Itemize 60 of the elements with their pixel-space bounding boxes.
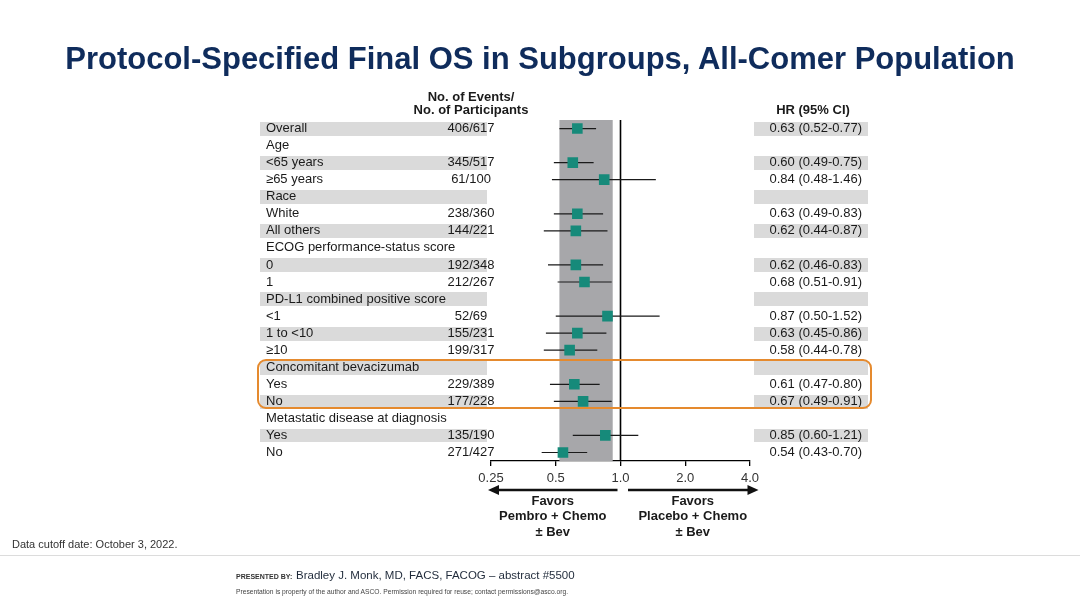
data-label: 0.63 (0.52-0.77) xyxy=(769,120,862,136)
y-tick-label: White xyxy=(266,205,300,221)
y2-tick-label: 238/360 xyxy=(447,205,495,221)
y-tick-label: Race xyxy=(266,188,297,204)
y-tick-label: No xyxy=(266,444,283,460)
y2-tick-label: 406/617 xyxy=(447,120,495,136)
data-label: 0.68 (0.51-0.91) xyxy=(769,273,862,289)
x-tick-label: 1.0 xyxy=(611,470,630,486)
x-tick-label: 2.0 xyxy=(676,470,695,486)
x-tick-label: 0.25 xyxy=(478,470,504,486)
text: Favors Pembro + Chemo ± Bev xyxy=(499,492,607,539)
y-tick-label: 1 xyxy=(266,273,274,289)
text: Favors Placebo + Chemo ± Bev xyxy=(638,492,748,539)
y2-tick-label: 52/69 xyxy=(454,307,488,323)
data-label: 0.58 (0.44-0.78) xyxy=(769,341,862,357)
y2-tick-label: 144/221 xyxy=(447,222,495,238)
x-tick-label: 0.5 xyxy=(546,470,565,486)
data-label: 0.63 (0.45-0.86) xyxy=(769,324,862,340)
y-tick-label: 0 xyxy=(266,256,274,272)
y2-axis-title: No. of Events/ No. of Participants xyxy=(413,88,529,117)
y-tick-label: ≥65 years xyxy=(266,171,324,187)
y-tick-label: ≥10 xyxy=(266,341,288,357)
y-tick-label: No xyxy=(266,392,283,408)
y-tick-label: Concomitant bevacizumab xyxy=(266,358,420,374)
y-tick-label: 1 to <10 xyxy=(266,324,314,340)
data-label: 0.54 (0.43-0.70) xyxy=(769,444,862,460)
data-label: 0.85 (0.60-1.21) xyxy=(769,427,862,442)
y2-tick-label: 61/100 xyxy=(451,171,491,187)
text: HR (95% CI) xyxy=(776,101,850,117)
y2-tick-label: 229/389 xyxy=(447,375,495,391)
y2-tick-label: 155/231 xyxy=(447,324,495,340)
y-tick-label: ECOG performance-status score xyxy=(266,239,456,255)
y-tick-label: Metastatic disease at diagnosis xyxy=(266,409,448,425)
x-tick-label: 4.0 xyxy=(740,470,760,486)
data-label: 0.67 (0.49-0.91) xyxy=(769,392,862,408)
y-tick-label: Yes xyxy=(266,375,288,391)
y-tick-label: <1 xyxy=(266,307,281,323)
y-tick-label: <65 years xyxy=(266,154,324,170)
text: Data cutoff date: October 3, 2022. xyxy=(12,538,178,551)
y2-tick-label: 212/267 xyxy=(447,273,495,289)
y-tick-label: All others xyxy=(266,222,321,238)
y2-tick-label: 177/228 xyxy=(447,392,495,408)
y-tick-label: Age xyxy=(266,137,290,153)
y-tick-label: Yes xyxy=(266,427,288,442)
chart-title: Protocol-Specified Final OS in Subgroups, All-Comer Population xyxy=(65,40,1015,76)
y2-tick-label: 192/348 xyxy=(447,256,495,272)
data-label: 0.84 (0.48-1.46) xyxy=(769,171,862,187)
y2-tick-label: 135/190 xyxy=(447,427,495,442)
data-label: 0.62 (0.46-0.83) xyxy=(769,256,862,272)
data-label: 0.87 (0.50-1.52) xyxy=(769,307,862,323)
y-tick-label: Overall xyxy=(266,120,308,136)
data-label: 0.60 (0.49-0.75) xyxy=(769,154,862,170)
y2-tick-label: 345/517 xyxy=(447,154,495,170)
y2-tick-label: 199/317 xyxy=(447,341,495,357)
data-label: 0.61 (0.47-0.80) xyxy=(769,375,862,391)
data-label: 0.63 (0.49-0.83) xyxy=(769,205,862,221)
data-label: 0.62 (0.44-0.87) xyxy=(769,222,862,238)
y-tick-label: PD-L1 combined positive score xyxy=(266,290,446,306)
y2-tick-label: 271/427 xyxy=(447,444,495,460)
text: Bradley J. Monk, MD, FACS, FACOG – abstract #5500 xyxy=(296,569,575,582)
